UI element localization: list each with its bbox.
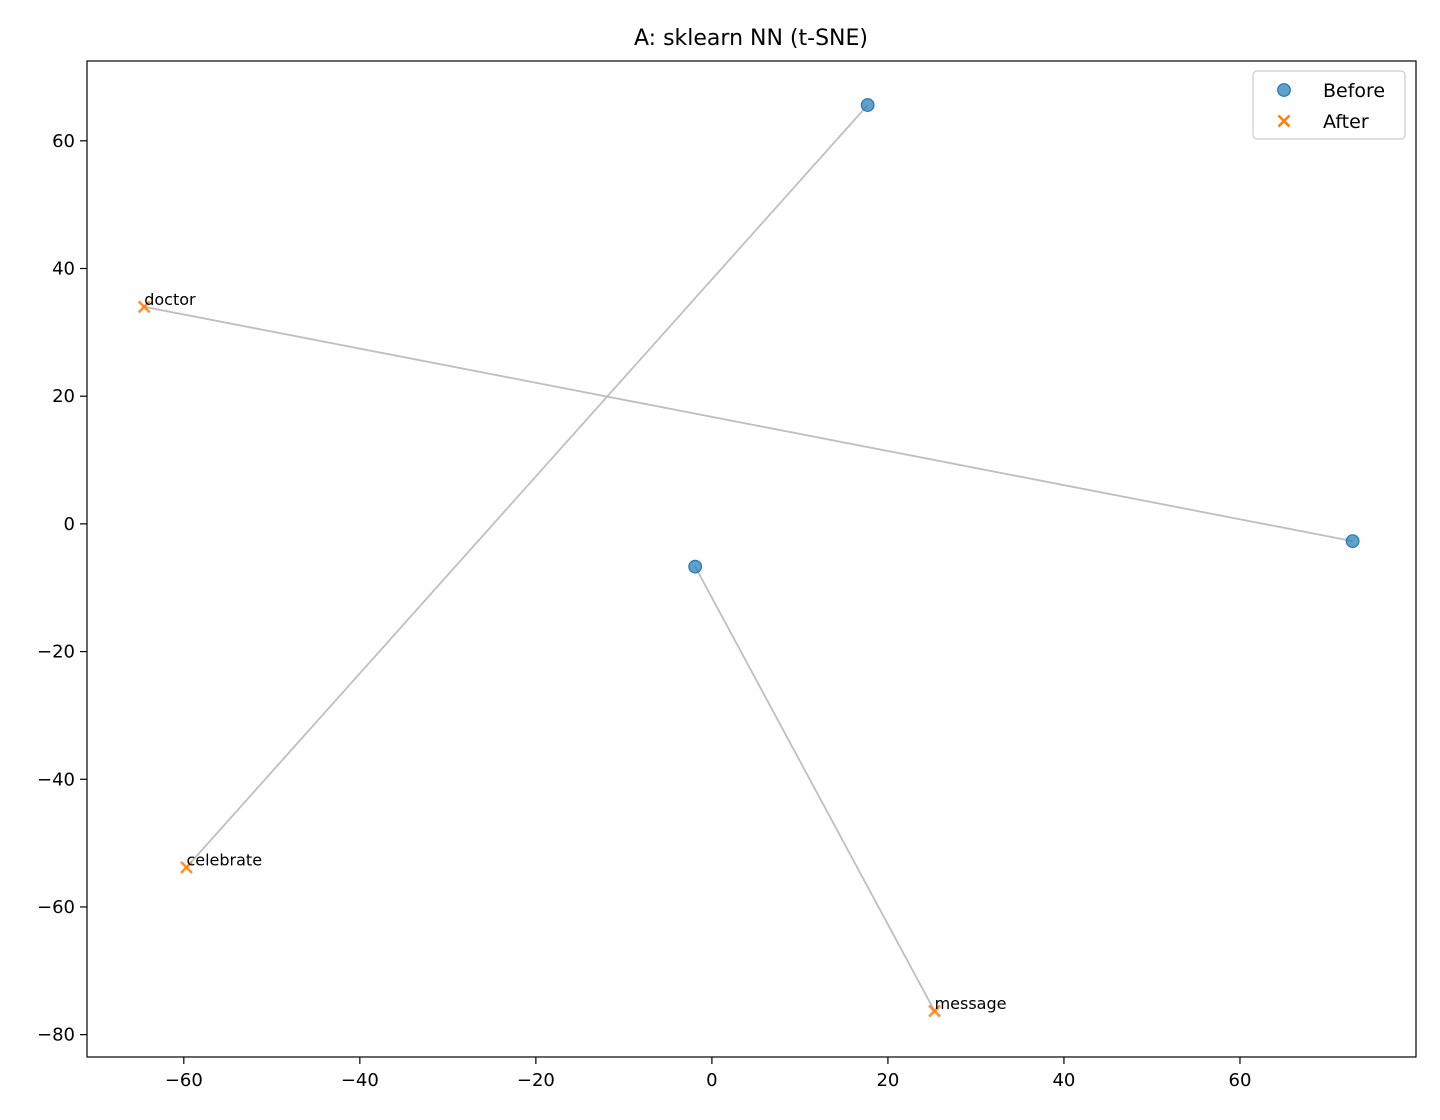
- y-tick-label--60: −60: [37, 897, 75, 918]
- x-tick-label-0: 0: [706, 1070, 717, 1091]
- data-points: [137, 98, 1360, 1018]
- point-labels: doctor celebrate message: [144, 290, 1006, 1013]
- after-point-1: [180, 860, 193, 874]
- after-point-0: [137, 300, 151, 314]
- y-tick-label--80: −80: [37, 1025, 75, 1046]
- legend-label-after: After: [1323, 111, 1369, 133]
- x-axis: −60 −40 −20 0 20 40 60: [165, 1057, 1252, 1091]
- connection-line-2: [694, 566, 936, 1012]
- connection-line-1: [144, 305, 1353, 543]
- x-tick-label--60: −60: [165, 1070, 203, 1091]
- point-label-message: message: [935, 994, 1007, 1013]
- legend-marker-before: [1277, 83, 1291, 97]
- before-point-1: [1345, 534, 1360, 549]
- y-axis: −80 −60 −40 −20 0 20 40 60: [37, 131, 87, 1046]
- legend: Before After: [1252, 70, 1406, 140]
- chart-title: A: sklearn NN (t-SNE): [634, 26, 868, 51]
- point-label-celebrate: celebrate: [186, 850, 262, 869]
- legend-label-before: Before: [1323, 80, 1385, 102]
- legend-box: [1252, 70, 1406, 140]
- connection-line-0: [185, 104, 869, 868]
- x-tick-label--20: −20: [517, 1070, 555, 1091]
- y-tick-label-0: 0: [64, 514, 75, 535]
- connection-lines: [144, 104, 1353, 1012]
- x-tick-label-60: 60: [1229, 1070, 1252, 1091]
- plot-frame: [86, 60, 1417, 1058]
- before-point-2: [688, 559, 703, 574]
- y-tick-label-20: 20: [52, 386, 75, 407]
- point-label-doctor: doctor: [144, 290, 196, 309]
- after-point-2: [928, 1004, 941, 1018]
- before-point-0: [860, 98, 875, 112]
- y-tick-label--40: −40: [37, 769, 75, 790]
- x-tick-label-20: 20: [876, 1070, 899, 1091]
- y-tick-label--20: −20: [37, 642, 75, 663]
- x-tick-label--40: −40: [341, 1070, 379, 1091]
- y-tick-label-40: 40: [52, 259, 75, 280]
- y-tick-label-60: 60: [52, 131, 75, 152]
- x-tick-label-40: 40: [1052, 1070, 1075, 1091]
- legend-marker-after: [1277, 114, 1291, 128]
